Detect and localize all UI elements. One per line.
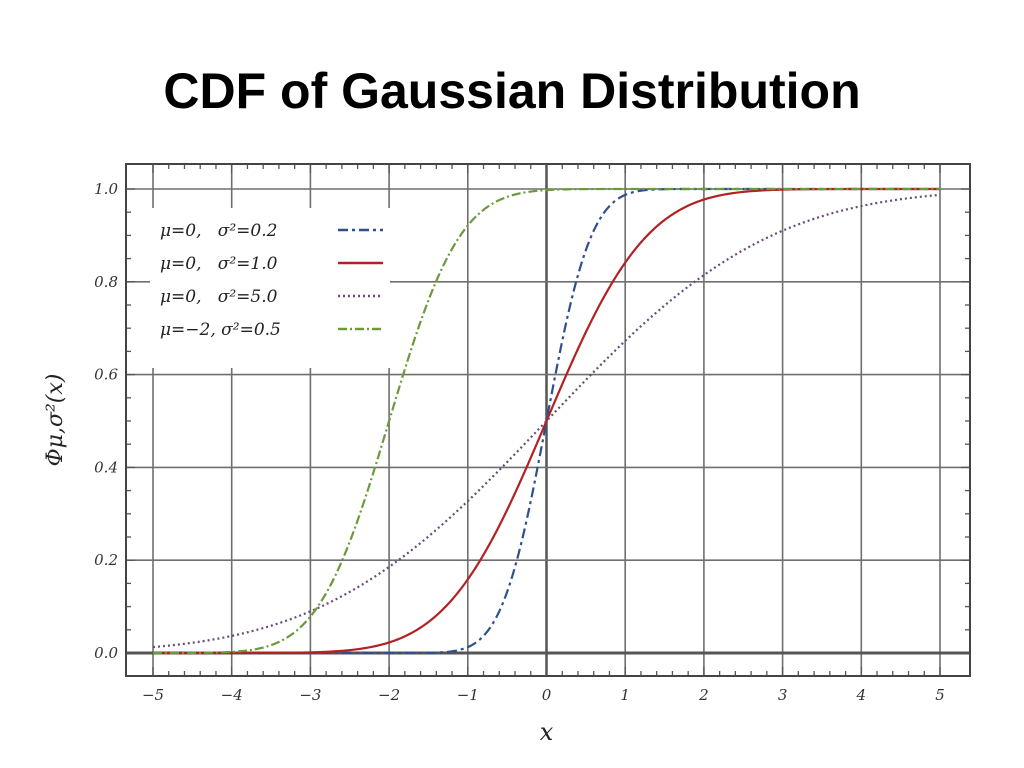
legend-entry-label: μ=0, σ²=0.2 xyxy=(160,221,277,241)
y-tick-label: 0.4 xyxy=(94,458,118,476)
plot-frame xyxy=(125,163,971,677)
y-tick-label: 0.6 xyxy=(94,366,118,384)
legend: μ=0, σ²=0.2 μ=0, σ²=1.0 μ=0, σ²=5.0 μ=−2, σ… xyxy=(150,208,390,368)
x-tick-label: −4 xyxy=(221,686,243,704)
series-lines xyxy=(152,187,941,655)
x-axis-label: x xyxy=(540,718,554,746)
x-tick-label: −5 xyxy=(142,686,164,704)
y-tick-label: 0.0 xyxy=(94,644,118,662)
slide-title: CDF of Gaussian Distribution xyxy=(163,63,861,119)
legend-entry-label: μ=0, σ²=5.0 xyxy=(160,287,278,307)
y-axis-label: Φμ,σ²(x) xyxy=(43,374,68,467)
x-tick-labels: −5 −4 −3 −2 −1 0 1 2 3 4 5 xyxy=(142,686,945,704)
x-tick-label: 4 xyxy=(856,686,867,704)
legend-entry-label: μ=−2, σ²=0.5 xyxy=(160,320,281,340)
x-tick-label: −2 xyxy=(378,686,400,704)
y-tick-label: 0.8 xyxy=(94,273,118,291)
series-line-4 xyxy=(153,187,940,655)
x-tick-label: 2 xyxy=(698,686,709,704)
y-tick-label: 0.2 xyxy=(94,551,118,569)
legend-entry-label: μ=0, σ²=1.0 xyxy=(160,254,278,274)
x-tick-label: −3 xyxy=(299,686,321,704)
x-tick-label: 5 xyxy=(935,686,945,704)
x-tick-label: 3 xyxy=(778,686,788,704)
y-tick-labels: 0.0 0.2 0.4 0.6 0.8 1.0 xyxy=(94,180,118,662)
legend-background xyxy=(150,208,390,368)
x-tick-label: −1 xyxy=(457,686,479,704)
series-line-3 xyxy=(152,193,941,649)
y-tick-label: 1.0 xyxy=(94,180,118,198)
x-tick-label: 1 xyxy=(620,686,630,704)
x-tick-label: 0 xyxy=(542,686,552,704)
